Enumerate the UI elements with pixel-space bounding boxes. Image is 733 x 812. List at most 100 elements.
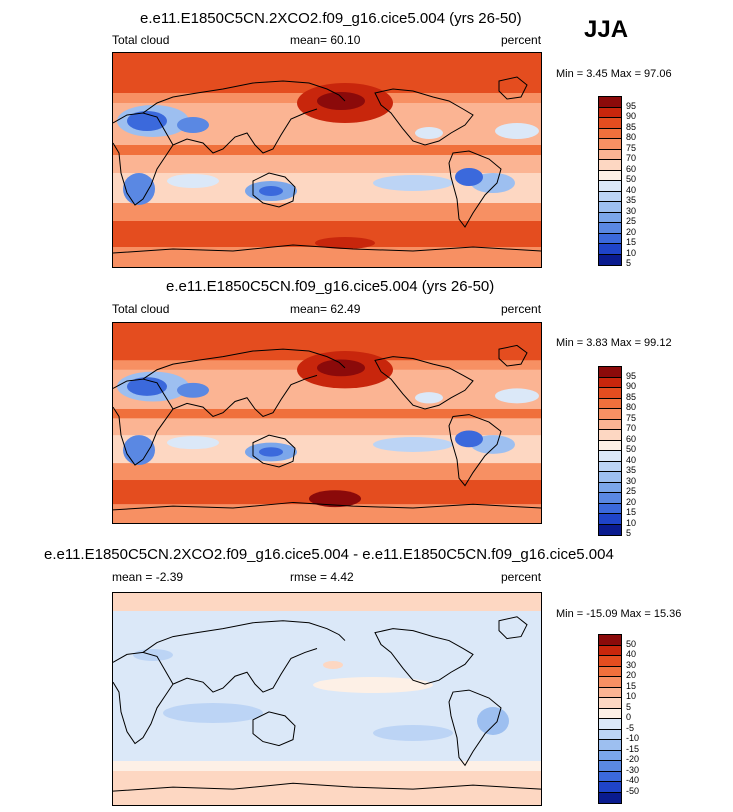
panel-3-units-label: percent: [501, 570, 542, 584]
field-band: [113, 145, 541, 155]
colorbar-swatch: [599, 514, 621, 525]
colorbar-swatch: [599, 740, 621, 751]
field-blob: [167, 436, 219, 450]
coastline: [253, 712, 295, 746]
field-blob: [373, 725, 453, 741]
colorbar-swatch: [599, 771, 621, 782]
panel-1-map: [112, 52, 542, 268]
colorbar-swatch: [599, 635, 621, 646]
field-blob: [123, 435, 155, 466]
field-blob: [455, 168, 483, 186]
colorbar-swatch: [599, 367, 621, 378]
panel-2-minmax: Min = 3.83 Max = 99.12: [556, 337, 672, 349]
colorbar-tick-label: 30: [626, 205, 637, 216]
colorbar-swatch: [599, 149, 621, 160]
colorbar-swatch: [599, 107, 621, 118]
field-band: [113, 761, 541, 771]
panel-1-units-label: percent: [501, 33, 542, 47]
colorbar-tick-label: 80: [626, 402, 637, 412]
colorbar-swatch: [599, 202, 621, 213]
colorbar-tick-label: 50: [626, 444, 637, 454]
coastline: [375, 629, 473, 684]
colorbar-swatch: [599, 750, 621, 761]
colorbar-tick-label: -20: [626, 754, 640, 764]
panel-1-colorbar: [598, 96, 622, 266]
panel-2-map-svg: [113, 323, 541, 523]
field-blob: [317, 359, 365, 377]
season-label: JJA: [584, 16, 629, 43]
coastline: [143, 349, 345, 379]
colorbar-tick-label: 20: [626, 496, 637, 507]
coastline: [375, 89, 473, 145]
panel-3-rmse-label: rmse = 4.42: [290, 570, 354, 584]
colorbar-tick-label: -5: [626, 722, 635, 733]
colorbar-tick-label: 0: [626, 712, 632, 722]
field-blob: [477, 707, 509, 735]
colorbar-swatch: [599, 792, 621, 803]
colorbar-tick-label: 15: [626, 680, 637, 691]
colorbar-tick-label: 90: [626, 111, 637, 121]
colorbar-tick-label: 35: [626, 195, 637, 205]
field-blob: [455, 430, 483, 448]
panel-3-map: [112, 592, 542, 806]
colorbar-swatch: [599, 430, 621, 441]
colorbar-swatch: [599, 729, 621, 740]
field-band: [113, 463, 541, 481]
colorbar-tick-label: 60: [626, 163, 637, 174]
coastline: [499, 345, 527, 366]
colorbar-tick-label: 25: [626, 216, 637, 226]
coastline: [113, 502, 541, 509]
colorbar-tick-label: 15: [626, 237, 637, 247]
colorbar-tick-label: 50: [626, 174, 637, 184]
colorbar-tick-label: 90: [626, 381, 637, 391]
colorbar-tick-label: 80: [626, 132, 637, 142]
field-blob: [163, 703, 263, 723]
colorbar-tick-label: 75: [626, 142, 637, 153]
field-blob: [373, 437, 453, 452]
coastline: [113, 113, 173, 205]
panel-1-mean-label: mean= 60.10: [290, 33, 361, 47]
field-blob: [177, 382, 209, 398]
colorbar-tick-label: 60: [626, 433, 637, 444]
colorbar-tick-label: 35: [626, 465, 637, 475]
panel-2-mean-label: mean= 62.49: [290, 302, 361, 316]
field-band: [113, 247, 541, 267]
colorbar-tick-label: -10: [626, 733, 640, 743]
coastline: [113, 245, 541, 253]
colorbar-swatch: [599, 419, 621, 430]
colorbar-swatch: [599, 191, 621, 202]
panel-2-variable-label: Total cloud: [112, 302, 170, 316]
panel-3-colorbar: [598, 634, 622, 804]
colorbar-tick-label: 30: [626, 475, 637, 486]
colorbar-swatch: [599, 254, 621, 265]
field-blob: [495, 123, 539, 139]
colorbar-swatch: [599, 440, 621, 451]
field-blob: [177, 117, 209, 133]
coastline: [253, 435, 295, 467]
field-band: [113, 771, 541, 805]
colorbar-tick-label: 15: [626, 507, 637, 517]
coastline: [449, 415, 501, 486]
panel-3-minmax: Min = -15.09 Max = 15.36: [556, 608, 682, 620]
colorbar-tick-label: 20: [626, 226, 637, 237]
coastline: [113, 783, 541, 791]
panel-3-mean-label: mean = -2.39: [112, 570, 184, 584]
colorbar-swatch: [599, 388, 621, 399]
colorbar-swatch: [599, 233, 621, 244]
colorbar-swatch: [599, 160, 621, 171]
colorbar-swatch: [599, 482, 621, 493]
colorbar-tick-label: -30: [626, 764, 640, 775]
panel-1-variable-label: Total cloud: [112, 33, 170, 47]
field-blob: [415, 127, 443, 139]
coastline: [449, 151, 501, 227]
colorbar-tick-label: -40: [626, 775, 640, 785]
colorbar-swatch: [599, 128, 621, 139]
coastline: [173, 375, 317, 416]
coastline: [113, 652, 173, 743]
colorbar-swatch: [599, 398, 621, 409]
colorbar-swatch: [599, 524, 621, 535]
colorbar-tick-label: 75: [626, 412, 637, 423]
colorbar-tick-label: 85: [626, 391, 637, 402]
colorbar-tick-label: 10: [626, 691, 637, 701]
coastline: [173, 648, 317, 692]
